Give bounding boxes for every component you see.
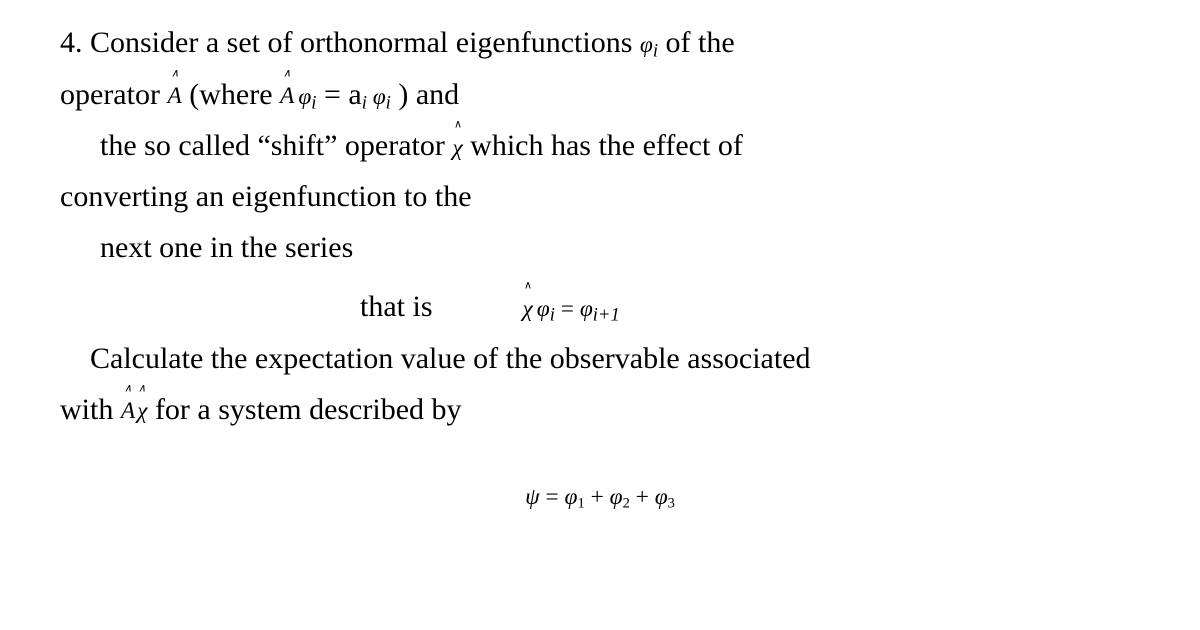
- l1-b: of the: [658, 26, 735, 59]
- l6-phi1: φ: [537, 296, 550, 322]
- l2-phi2: φ: [367, 84, 386, 110]
- op-chi-1-sym: χ: [452, 135, 462, 161]
- op-a-3-sym: A: [121, 398, 135, 424]
- line-8: with Aχ for a system described by: [60, 387, 1140, 432]
- l9-s1: 1: [577, 495, 584, 511]
- psi-equation: ψ = φ1 + φ2 + φ3: [525, 480, 675, 515]
- l8-b: for a system described by: [147, 393, 461, 426]
- l2-a: operator: [60, 78, 167, 111]
- l8-a: with: [60, 393, 121, 426]
- operator-a-2: A: [280, 79, 294, 114]
- line-4: converting an eigenfunction to the: [60, 174, 1140, 219]
- operator-a-1: A: [167, 79, 181, 114]
- l9-s3: 3: [668, 495, 675, 511]
- line-3: the so called “shift” operator χ which h…: [60, 123, 1140, 168]
- l1-phi: φ: [640, 32, 653, 58]
- l1-a: 4. Consider a set of orthonormal eigenfu…: [60, 26, 640, 59]
- l2-phi1: φ: [298, 84, 311, 110]
- op-chi-3-sym: χ: [137, 398, 147, 424]
- line-9: ψ = φ1 + φ2 + φ3: [60, 472, 1140, 517]
- l9-p2: +: [630, 484, 655, 510]
- l7-text: Calculate the expectation value of the o…: [90, 342, 811, 375]
- operator-chi-1: χ: [452, 131, 462, 166]
- line-1: 4. Consider a set of orthonormal eigenfu…: [60, 20, 1140, 66]
- l2-eq: = a: [316, 78, 361, 111]
- l2-b: (where: [182, 78, 280, 111]
- op-a-1-sym: A: [167, 83, 181, 109]
- l9-s2: 2: [623, 495, 630, 511]
- l2-c: ) and: [391, 78, 459, 111]
- l6-eq: =: [555, 296, 580, 322]
- operator-chi-2: χ: [523, 292, 533, 327]
- shift-equation: χφi = φi+1: [523, 284, 620, 330]
- l9-phi1: φ: [565, 484, 578, 510]
- l9-p1: +: [585, 484, 610, 510]
- l9-eq1: =: [540, 484, 565, 510]
- l3-a: the so called “shift” operator: [100, 129, 452, 162]
- line-5: next one in the series: [60, 225, 1140, 270]
- operator-chi-3: χ: [137, 394, 147, 429]
- l5-text: next one in the series: [100, 231, 353, 264]
- line-2: operator A (where Aφi = ai φi ) and: [60, 72, 1140, 118]
- op-chi-2-sym: χ: [523, 296, 533, 322]
- l6-phi2: φ: [580, 296, 593, 322]
- l9-phi3: φ: [655, 484, 668, 510]
- l4-text: converting an eigenfunction to the: [60, 180, 472, 213]
- problem-text: 4. Consider a set of orthonormal eigenfu…: [0, 0, 1200, 555]
- l6-a: that is: [360, 290, 433, 323]
- op-a-2-sym: A: [280, 83, 294, 109]
- l9-phi2: φ: [610, 484, 623, 510]
- l6-phi2-sub: i+1: [593, 305, 620, 326]
- psi-sym: ψ: [525, 484, 540, 510]
- operator-a-3: A: [121, 394, 135, 429]
- line-7: Calculate the expectation value of the o…: [60, 336, 1140, 381]
- l3-b: which has the effect of: [463, 129, 743, 162]
- line-6: that is χφi = φi+1: [60, 284, 1140, 330]
